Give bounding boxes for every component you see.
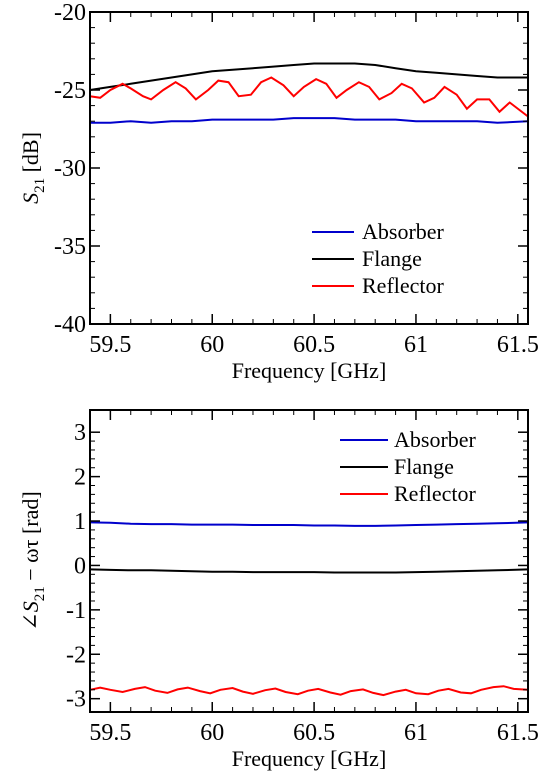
s21-magnitude-chart: 59.5 60 60.5 61 61.5 -40 -35 -30 -25 -20 Frequenc… <box>18 0 539 383</box>
y-axis-label: ∠S21 − ωτ [rad] <box>18 491 48 630</box>
series-line-reflector <box>89 685 529 697</box>
plot-frame <box>89 11 529 325</box>
y-axis-label-main: S <box>18 193 43 204</box>
y-tick-label: 3 <box>74 420 86 446</box>
legend-label-reflector: Reflector <box>362 273 445 298</box>
x-tick-label: 61 <box>404 720 428 746</box>
series-line-absorber <box>89 521 529 527</box>
legend-label-absorber: Absorber <box>362 219 445 244</box>
y-tick-label: -40 <box>54 312 86 338</box>
x-tick-label: 60 <box>200 332 224 358</box>
legend-label-flange: Flange <box>394 454 454 479</box>
axis-ticks <box>89 11 528 325</box>
y-axis-label-unit: [dB] <box>18 132 43 178</box>
y-tick-label: -1 <box>66 598 86 624</box>
y-tick-label: 0 <box>74 553 86 579</box>
y-axis-label-rest: − ωτ [rad] <box>18 491 43 586</box>
s21-phase-chart: 59.5 60 60.5 61 61.5 -3 -2 -1 0 1 2 3 Frequency [GH… <box>18 409 539 771</box>
axis-ticks <box>89 410 528 712</box>
x-tick-label: 59.5 <box>89 332 131 358</box>
y-tick-label: -30 <box>54 156 86 182</box>
y-axis-label-subscript: 21 <box>32 178 48 193</box>
series-lines <box>89 521 529 697</box>
series-line-flange <box>89 568 529 574</box>
x-axis-label: Frequency [GHz] <box>232 746 387 771</box>
y-axis-label: S21 [dB] <box>18 132 48 204</box>
x-tick-label: 60.5 <box>293 720 335 746</box>
legend-label-flange: Flange <box>362 246 422 271</box>
y-axis-label-subscript: 21 <box>32 586 48 601</box>
y-tick-label: 2 <box>74 465 86 491</box>
plot-frame <box>89 409 529 713</box>
y-tick-label: -35 <box>54 234 86 260</box>
x-tick-label: 61 <box>404 332 428 358</box>
tick-labels: 59.5 60 60.5 61 61.5 -3 -2 -1 0 1 2 3 <box>66 420 539 746</box>
y-tick-label: -3 <box>66 687 86 713</box>
x-tick-label: 60 <box>200 720 224 746</box>
series-lines <box>89 62 529 124</box>
y-tick-label: -25 <box>54 78 86 104</box>
x-tick-label: 61.5 <box>497 332 539 358</box>
y-tick-label: -20 <box>54 0 86 26</box>
legend-label-absorber: Absorber <box>394 427 477 452</box>
x-tick-label: 60.5 <box>293 332 335 358</box>
x-tick-label: 61.5 <box>497 720 539 746</box>
x-axis-label: Frequency [GHz] <box>232 358 387 383</box>
y-axis-label-main: S <box>18 601 43 612</box>
tick-labels: 59.5 60 60.5 61 61.5 -40 -35 -30 -25 -20 <box>54 0 539 358</box>
series-line-reflector <box>89 76 529 118</box>
legend-label-reflector: Reflector <box>394 481 477 506</box>
y-axis-label-angle: ∠ <box>18 612 43 630</box>
y-tick-label: -2 <box>66 642 86 668</box>
series-line-flange <box>89 62 528 91</box>
series-line-absorber <box>90 117 529 124</box>
x-tick-label: 59.5 <box>89 720 131 746</box>
y-tick-label: 1 <box>74 509 86 535</box>
